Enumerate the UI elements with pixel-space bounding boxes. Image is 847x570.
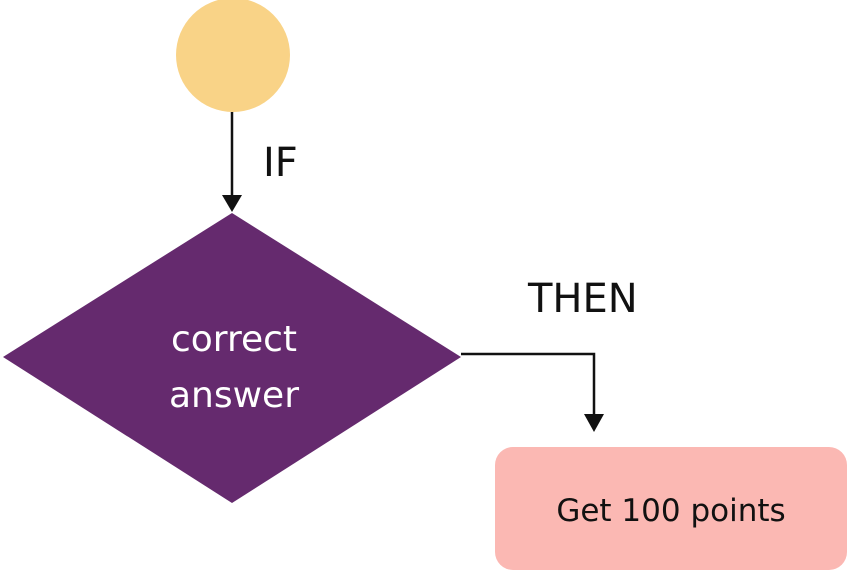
- then-label: THEN: [527, 276, 638, 322]
- if-label: IF: [263, 140, 298, 186]
- start-node: [176, 0, 290, 112]
- decision-label-line1: correct: [171, 319, 297, 360]
- if-connector-arrowhead: [222, 195, 242, 212]
- result-label: Get 100 points: [556, 493, 785, 529]
- result-node: [495, 447, 847, 570]
- decision-node: [3, 213, 461, 503]
- then-connector-line: [461, 352, 596, 415]
- decision-label-line2: answer: [169, 375, 299, 416]
- then-connector-arrowhead: [584, 414, 604, 432]
